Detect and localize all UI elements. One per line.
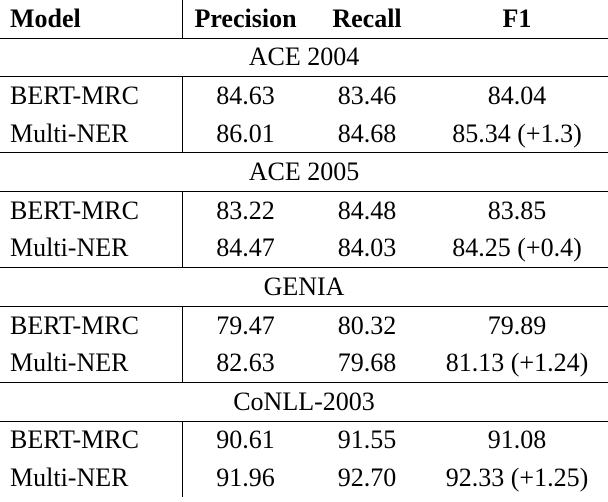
model-name: BERT-MRC bbox=[0, 306, 183, 345]
model-name: Multi-NER bbox=[0, 459, 183, 497]
score: 81.13 (+1.24) bbox=[426, 344, 608, 383]
table-row: BERT-MRC 84.63 83.46 84.04 bbox=[0, 76, 608, 115]
table-row: ACE 2005 bbox=[0, 152, 608, 192]
model-name: Multi-NER bbox=[0, 229, 183, 269]
score: 84.25 (+0.4) bbox=[426, 229, 608, 269]
score: 92.70 bbox=[337, 462, 397, 492]
score: 91.96 bbox=[216, 462, 275, 492]
score: 79.47 bbox=[216, 310, 275, 340]
score: 84.03 bbox=[308, 229, 426, 269]
score: 83.22 bbox=[216, 195, 275, 225]
score: 91.55 bbox=[337, 425, 397, 455]
column-header: Recall bbox=[308, 0, 426, 39]
table-row: ACE 2004 bbox=[0, 38, 608, 78]
table-row: Multi-NER 86.01 84.68 85.34 (+1.3) bbox=[0, 114, 608, 154]
table-row: BERT-MRC 83.22 84.48 83.85 bbox=[0, 191, 608, 230]
model-name: BERT-MRC bbox=[0, 76, 183, 115]
model-name: BERT-MRC bbox=[0, 191, 183, 230]
table-row: Multi-NER 84.47 84.03 84.25 (+0.4) bbox=[0, 229, 608, 269]
column-header: Model bbox=[0, 0, 183, 39]
score: 84.63 bbox=[216, 80, 275, 110]
score: 80.32 bbox=[337, 310, 397, 340]
score: 84.68 bbox=[308, 114, 426, 154]
table-row: Model Precision Recall F1 bbox=[0, 0, 608, 39]
score: 83.46 bbox=[337, 80, 397, 110]
model-name: BERT-MRC bbox=[0, 421, 183, 460]
score: 84.47 bbox=[182, 229, 308, 269]
score: 92.33 (+1.25) bbox=[445, 462, 589, 492]
score: 84.04 bbox=[487, 80, 547, 110]
score: 85.34 (+1.3) bbox=[426, 114, 608, 154]
column-header: F1 bbox=[426, 0, 608, 39]
section-title: GENIA bbox=[0, 267, 608, 307]
score: 79.89 bbox=[487, 310, 547, 340]
section-title: CoNLL-2003 bbox=[0, 382, 608, 422]
table-row: BERT-MRC 90.61 91.55 91.08 bbox=[0, 421, 608, 460]
model-name: Multi-NER bbox=[0, 344, 183, 383]
table-row: BERT-MRC 79.47 80.32 79.89 bbox=[0, 306, 608, 345]
score: 79.68 bbox=[308, 344, 426, 383]
table-row: Multi-NER 82.63 79.68 81.13 (+1.24) bbox=[0, 344, 608, 383]
score: 82.63 bbox=[182, 344, 308, 383]
model-name: Multi-NER bbox=[0, 114, 183, 154]
score: 86.01 bbox=[182, 114, 308, 154]
column-header: Precision bbox=[182, 0, 308, 39]
score: 91.08 bbox=[487, 425, 547, 455]
table-row: GENIA bbox=[0, 267, 608, 307]
section-title: ACE 2004 bbox=[0, 38, 608, 78]
score: 84.48 bbox=[337, 195, 397, 225]
score: 83.85 bbox=[487, 195, 547, 225]
table-row: Multi-NER 91.96 92.70 92.33 (+1.25) bbox=[0, 459, 608, 497]
section-title: ACE 2005 bbox=[0, 152, 608, 192]
score: 90.61 bbox=[216, 425, 275, 455]
table-row: CoNLL-2003 bbox=[0, 382, 608, 422]
